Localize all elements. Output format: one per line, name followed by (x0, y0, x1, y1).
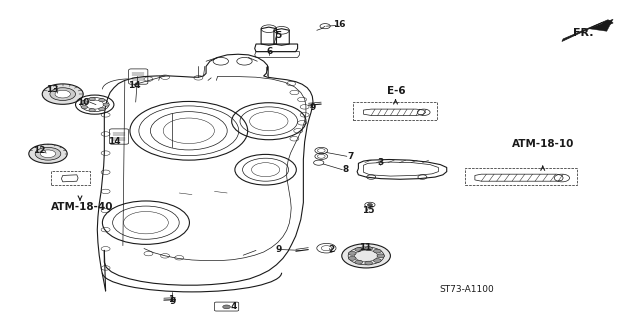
Circle shape (89, 109, 95, 112)
Text: 5: 5 (275, 31, 282, 40)
Circle shape (55, 90, 70, 98)
Circle shape (103, 103, 109, 106)
Circle shape (89, 97, 95, 100)
Text: 13: 13 (46, 85, 59, 94)
Circle shape (342, 244, 390, 268)
Circle shape (29, 144, 67, 163)
Text: E-6: E-6 (387, 86, 406, 96)
Text: 6: 6 (267, 47, 273, 56)
Circle shape (365, 247, 372, 250)
Circle shape (99, 108, 105, 111)
Circle shape (81, 100, 88, 104)
Text: 3: 3 (378, 158, 384, 167)
Text: 7: 7 (348, 152, 354, 161)
FancyBboxPatch shape (129, 69, 148, 84)
Text: ATM-18-40: ATM-18-40 (51, 202, 113, 212)
Text: 16: 16 (333, 20, 346, 29)
Text: 15: 15 (362, 206, 375, 215)
Text: 2: 2 (328, 245, 335, 254)
Circle shape (348, 256, 356, 260)
Circle shape (374, 249, 381, 253)
Text: 10: 10 (77, 98, 90, 107)
Circle shape (348, 251, 356, 255)
Text: 4: 4 (230, 302, 237, 311)
Text: 1: 1 (168, 295, 175, 304)
Circle shape (355, 260, 362, 264)
Text: 12: 12 (33, 146, 46, 155)
Text: 9: 9 (309, 103, 316, 112)
Circle shape (374, 259, 381, 263)
Circle shape (367, 204, 372, 206)
Text: FR.: FR. (573, 28, 594, 39)
Circle shape (99, 99, 105, 102)
Text: ST73-A1100: ST73-A1100 (440, 285, 495, 294)
Circle shape (355, 248, 362, 251)
Polygon shape (589, 19, 613, 31)
Circle shape (365, 261, 372, 265)
Circle shape (35, 147, 61, 160)
Circle shape (40, 150, 56, 158)
Circle shape (50, 88, 76, 100)
Text: 8: 8 (342, 165, 349, 174)
Text: 9: 9 (275, 245, 282, 254)
FancyBboxPatch shape (109, 129, 129, 144)
FancyBboxPatch shape (214, 302, 239, 311)
Polygon shape (562, 20, 613, 41)
Text: 9: 9 (170, 297, 176, 306)
Circle shape (223, 305, 230, 309)
Text: 11: 11 (358, 243, 371, 252)
Circle shape (377, 254, 385, 258)
Circle shape (42, 84, 83, 104)
Text: ATM-18-10: ATM-18-10 (511, 139, 574, 149)
Text: 14: 14 (108, 137, 120, 146)
Text: 14: 14 (128, 81, 141, 90)
Circle shape (81, 106, 88, 109)
